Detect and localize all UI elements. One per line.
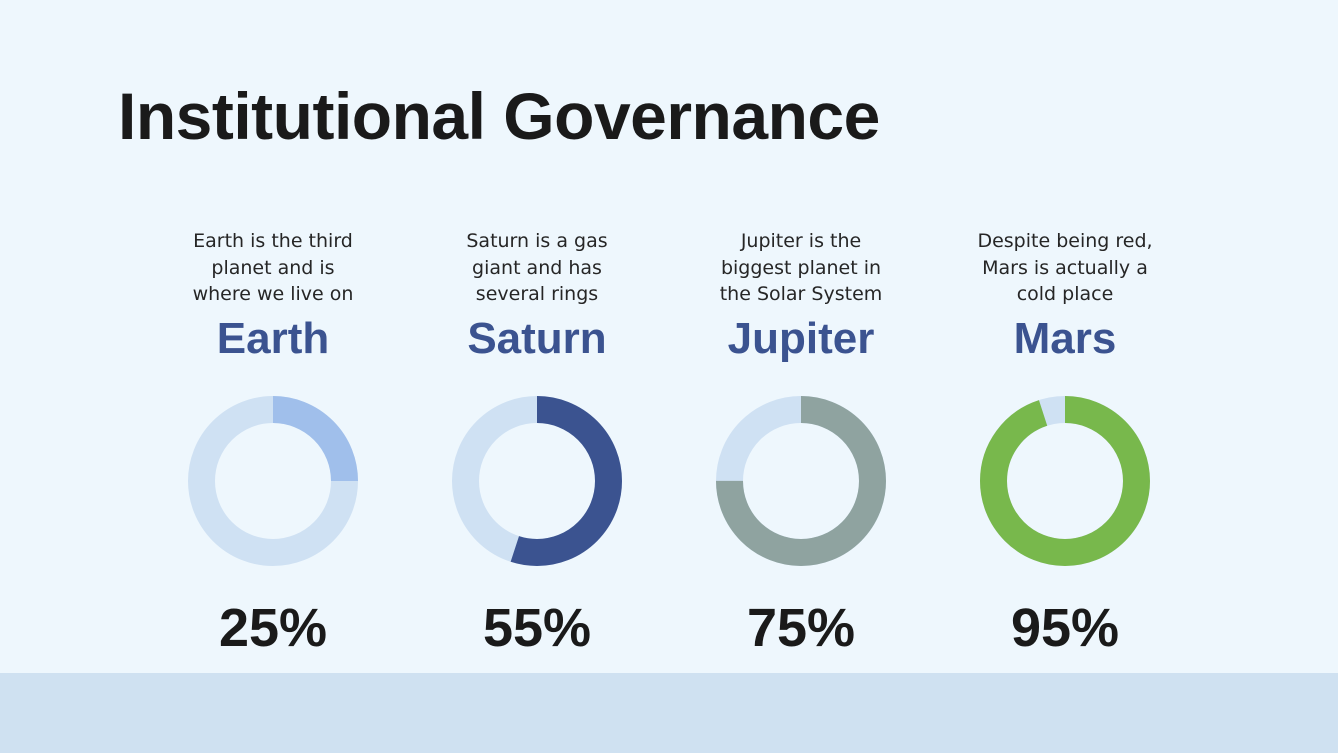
planet-description: Saturn is a gas giant and has several ri…	[466, 230, 608, 305]
planet-description: Earth is the third planet and is where w…	[192, 230, 354, 305]
footer-band	[0, 673, 1338, 753]
donut-value-arc	[188, 396, 358, 566]
donut-chart-mars	[980, 396, 1150, 566]
planet-name: Mars	[1013, 314, 1117, 363]
planet-name: Earth	[216, 314, 330, 363]
donut-value-arc	[452, 396, 622, 566]
planet-name: Saturn	[467, 314, 607, 363]
percent-label: 25%	[218, 598, 328, 658]
planet-description: Despite being red, Mars is actually a co…	[977, 230, 1153, 305]
percent-label: 95%	[1010, 598, 1120, 658]
planet-description: Jupiter is the biggest planet in the Sol…	[719, 230, 883, 305]
donut-value-arc	[716, 396, 886, 566]
planet-column-mars: Despite being red, Mars is actually a co…	[945, 228, 1185, 364]
donut-chart-saturn	[452, 396, 622, 566]
slide-title: Institutional Governance	[118, 79, 880, 153]
donut-chart-jupiter	[716, 396, 886, 566]
planet-name: Jupiter	[727, 314, 875, 363]
percent-label: 55%	[482, 598, 592, 658]
planet-column-saturn: Saturn is a gas giant and has several ri…	[417, 228, 657, 364]
donut-value-arc	[980, 396, 1150, 566]
donut-chart-earth	[188, 396, 358, 566]
planet-column-jupiter: Jupiter is the biggest planet in the Sol…	[681, 228, 921, 364]
percent-label: 75%	[746, 598, 856, 658]
planet-column-earth: Earth is the third planet and is where w…	[153, 228, 393, 364]
